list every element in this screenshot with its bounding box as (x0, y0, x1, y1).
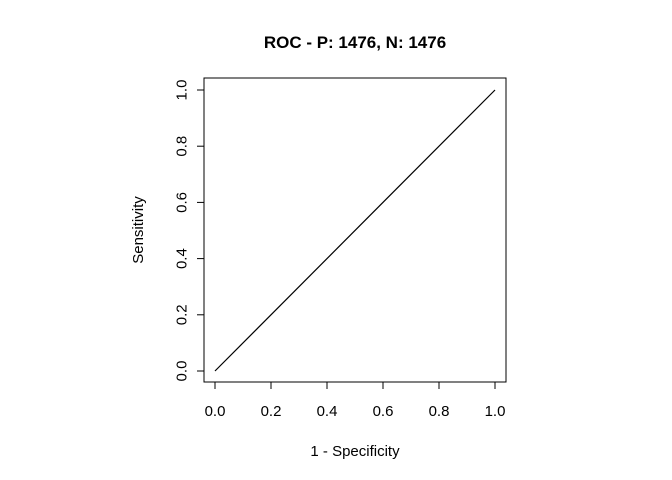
chart-title: ROC - P: 1476, N: 1476 (264, 33, 446, 52)
series-layer (214, 89, 496, 372)
x-tick-label: 0.8 (429, 403, 450, 420)
y-tick-label: 0.0 (174, 361, 191, 382)
x-tick-label: 0.6 (373, 403, 394, 420)
x-tick-label: 0.2 (261, 403, 282, 420)
x-tick-label: 0.4 (317, 403, 338, 420)
x-axis: 0.0 0.2 0.4 0.6 0.8 1.0 (205, 381, 506, 420)
x-tick-label: 1.0 (485, 403, 506, 420)
x-tick-label: 0.0 (205, 403, 226, 420)
y-tick-label: 0.2 (174, 304, 191, 325)
y-tick-label: 0.6 (174, 192, 191, 213)
y-tick-label: 1.0 (174, 80, 191, 101)
x-axis-label: 1 - Specificity (310, 443, 400, 460)
y-axis: 0.0 0.2 0.4 0.6 0.8 1.0 (174, 80, 205, 382)
roc-curve (214, 89, 496, 372)
y-axis-label: Sensitivity (130, 196, 147, 264)
y-tick-label: 0.4 (174, 248, 191, 269)
y-tick-label: 0.8 (174, 136, 191, 157)
